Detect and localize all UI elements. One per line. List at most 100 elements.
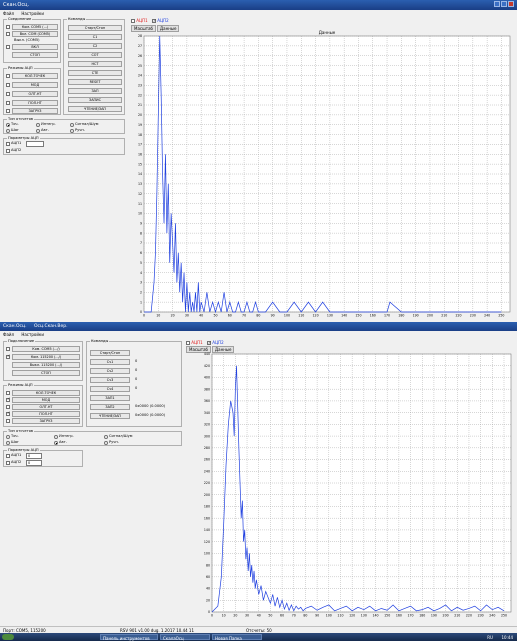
connection-button-4[interactable]: ВКЛ xyxy=(12,44,58,50)
mode-checkbox-5[interactable] xyxy=(6,109,10,113)
command-button-c2[interactable]: С2 xyxy=(68,43,122,49)
mode-button-1[interactable]: КОЛ.ТОЧЕК xyxy=(12,73,58,79)
adc2-button-1[interactable]: КОЛ.ТОЧЕК xyxy=(12,390,80,396)
command-button-zapis[interactable]: ЗАПИС xyxy=(68,97,122,103)
cmd2-button-1[interactable]: Старт/Стоп xyxy=(90,350,130,356)
legend-checkbox-adc1[interactable] xyxy=(131,19,135,23)
adc2-checkbox-5[interactable] xyxy=(6,419,10,423)
params2-checkbox-1[interactable] xyxy=(6,454,10,458)
connection-checkbox-1[interactable] xyxy=(6,25,10,29)
conn2-button-3[interactable]: Выкл. 115200 (.../) xyxy=(12,362,80,368)
menu-item-file-2[interactable]: Файл xyxy=(3,332,15,337)
window-subtitle-2: Осц.Скан.Вер. xyxy=(33,324,68,329)
tab2-scale[interactable]: Масштаб xyxy=(186,346,212,353)
legend2-checkbox-adc2[interactable] xyxy=(206,340,211,345)
cmd2-button-6[interactable]: ЗАП1 xyxy=(90,395,130,401)
legend2-checkbox-adc1[interactable] xyxy=(186,341,190,345)
command-button-start-stop[interactable]: Старт/Стоп xyxy=(68,25,122,31)
close-button[interactable] xyxy=(508,1,514,7)
mode-checkbox-3[interactable] xyxy=(6,92,10,96)
type2-radio-2[interactable] xyxy=(54,435,58,439)
connection-checkbox-4[interactable] xyxy=(6,45,10,49)
params-checkbox-1[interactable] xyxy=(6,142,10,146)
params2-input-1[interactable]: 0 xyxy=(26,453,42,459)
command-button-sot[interactable]: СОТ xyxy=(68,52,122,58)
tab-scale[interactable]: Масштаб xyxy=(131,25,157,32)
cmd2-button-2[interactable]: Сч1 xyxy=(90,359,130,365)
stop-button[interactable]: СТОП xyxy=(12,52,58,58)
command-button-c1[interactable]: С1 xyxy=(68,34,122,40)
type2-radio-1[interactable] xyxy=(6,435,10,439)
mode-checkbox-4[interactable] xyxy=(6,101,10,105)
menu-item-file[interactable]: Файл xyxy=(3,11,15,16)
adc2-button-4[interactable]: ПОЛ.НТ xyxy=(12,411,80,417)
conn2-checkbox-1[interactable] xyxy=(6,347,10,351)
legend-checkbox-adc2[interactable] xyxy=(151,18,156,23)
type-radio-3[interactable] xyxy=(70,123,74,127)
mode-checkbox-2[interactable] xyxy=(6,83,10,87)
type-radio-5[interactable] xyxy=(36,129,40,133)
mode-checkbox-1[interactable] xyxy=(6,74,10,78)
adc2-checkbox-3[interactable] xyxy=(6,405,10,409)
tab2-data[interactable]: Данные xyxy=(212,346,235,353)
menu-item-settings-2[interactable]: Настройки xyxy=(21,332,44,337)
type-radio-6[interactable] xyxy=(70,129,74,133)
cmd2-button-4[interactable]: Сч3 xyxy=(90,377,130,383)
start-button[interactable] xyxy=(2,634,14,640)
type-radio-1[interactable] xyxy=(6,123,10,127)
connection-button-2[interactable]: Вкл. СОМ (COM5) xyxy=(12,31,58,37)
params-checkbox-2[interactable] xyxy=(6,149,10,153)
adc2-button-5[interactable]: ЗАГРУЗ xyxy=(12,418,80,424)
params-input-1[interactable] xyxy=(26,141,44,147)
type2-radio-6[interactable] xyxy=(104,441,108,445)
menu-item-settings[interactable]: Настройки xyxy=(21,11,44,16)
adc2-checkbox-4[interactable] xyxy=(6,411,10,416)
y-tick-label: 120 xyxy=(204,540,210,544)
conn2-button-2[interactable]: Ком. 115200 (.../) xyxy=(12,354,80,360)
x-tick-label: 50 xyxy=(268,614,272,618)
params2-value-2: 0 xyxy=(28,461,31,465)
minimize-button[interactable] xyxy=(494,1,500,7)
conn2-stop-button[interactable]: СТОП xyxy=(12,370,80,376)
type2-radio-5[interactable] xyxy=(54,441,58,445)
cmd2-button-7[interactable]: ЗАП2 xyxy=(90,404,130,410)
type-radio-4[interactable] xyxy=(6,129,10,133)
tab-data[interactable]: Данные xyxy=(157,25,180,32)
sample-type-group-2: Тип отсчетов Точ. Интегр. Сигнал/Шум Шаг… xyxy=(3,429,182,446)
mode-button-4[interactable]: ПОЛ.НТ xyxy=(12,100,58,106)
legend-2: АЦП1 АЦП2 xyxy=(186,340,224,345)
conn2-checkbox-2[interactable] xyxy=(6,354,10,359)
x-tick-label: 250 xyxy=(501,614,507,618)
adc2-checkbox-2[interactable] xyxy=(6,397,10,402)
command-button-nst[interactable]: НСТ xyxy=(68,61,122,67)
maximize-button[interactable] xyxy=(501,1,507,7)
connection-checkbox-2[interactable] xyxy=(6,32,10,36)
adc2-checkbox-1[interactable] xyxy=(6,391,10,395)
cmd2-button-8[interactable]: ЧТЕНИЕ/ЗАП xyxy=(90,413,130,419)
command-button-read[interactable]: ЧТЕНИЕ/ЗАП xyxy=(68,106,122,112)
y-tick-label: 19 xyxy=(138,123,142,127)
conn2-button-1[interactable]: Ком. COM5 (.../) xyxy=(12,346,80,352)
adc2-button-3[interactable]: ОЛТ.НТ xyxy=(12,404,80,410)
adc2-button-2[interactable]: МОД xyxy=(12,397,80,403)
taskbar-button-3[interactable]: Новая Папка xyxy=(212,634,262,641)
params2-checkbox-2[interactable] xyxy=(6,461,10,465)
type2-radio-3[interactable] xyxy=(104,435,108,439)
command-button-ste[interactable]: СТЕ xyxy=(68,70,122,76)
mode-button-5[interactable]: ЗАГРУЗ xyxy=(12,108,58,114)
type-radio-2[interactable] xyxy=(36,123,40,127)
command-button-reset[interactable]: RESET xyxy=(68,79,122,85)
mode-button-3[interactable]: ОЛТ.НТ xyxy=(12,91,58,97)
command-button-zap[interactable]: ЗАП xyxy=(68,88,122,94)
connection-button-1[interactable]: Ком. COM5 (...) xyxy=(12,24,58,30)
x-tick-label: 70 xyxy=(242,314,246,318)
params2-input-2[interactable]: 0 xyxy=(26,460,42,466)
cmd2-button-5[interactable]: Сч4 xyxy=(90,386,130,392)
cmd2-button-3[interactable]: Сч2 xyxy=(90,368,130,374)
taskbar-button-1[interactable]: Панель инструментов xyxy=(100,634,158,641)
type2-radio-4[interactable] xyxy=(6,441,10,445)
mode-button-2[interactable]: МОД xyxy=(12,82,58,88)
y-tick-label: 0 xyxy=(208,610,210,614)
taskbar-button-2[interactable]: СкалаОсц xyxy=(160,634,210,641)
taskbar-lang[interactable]: RU xyxy=(487,635,493,640)
